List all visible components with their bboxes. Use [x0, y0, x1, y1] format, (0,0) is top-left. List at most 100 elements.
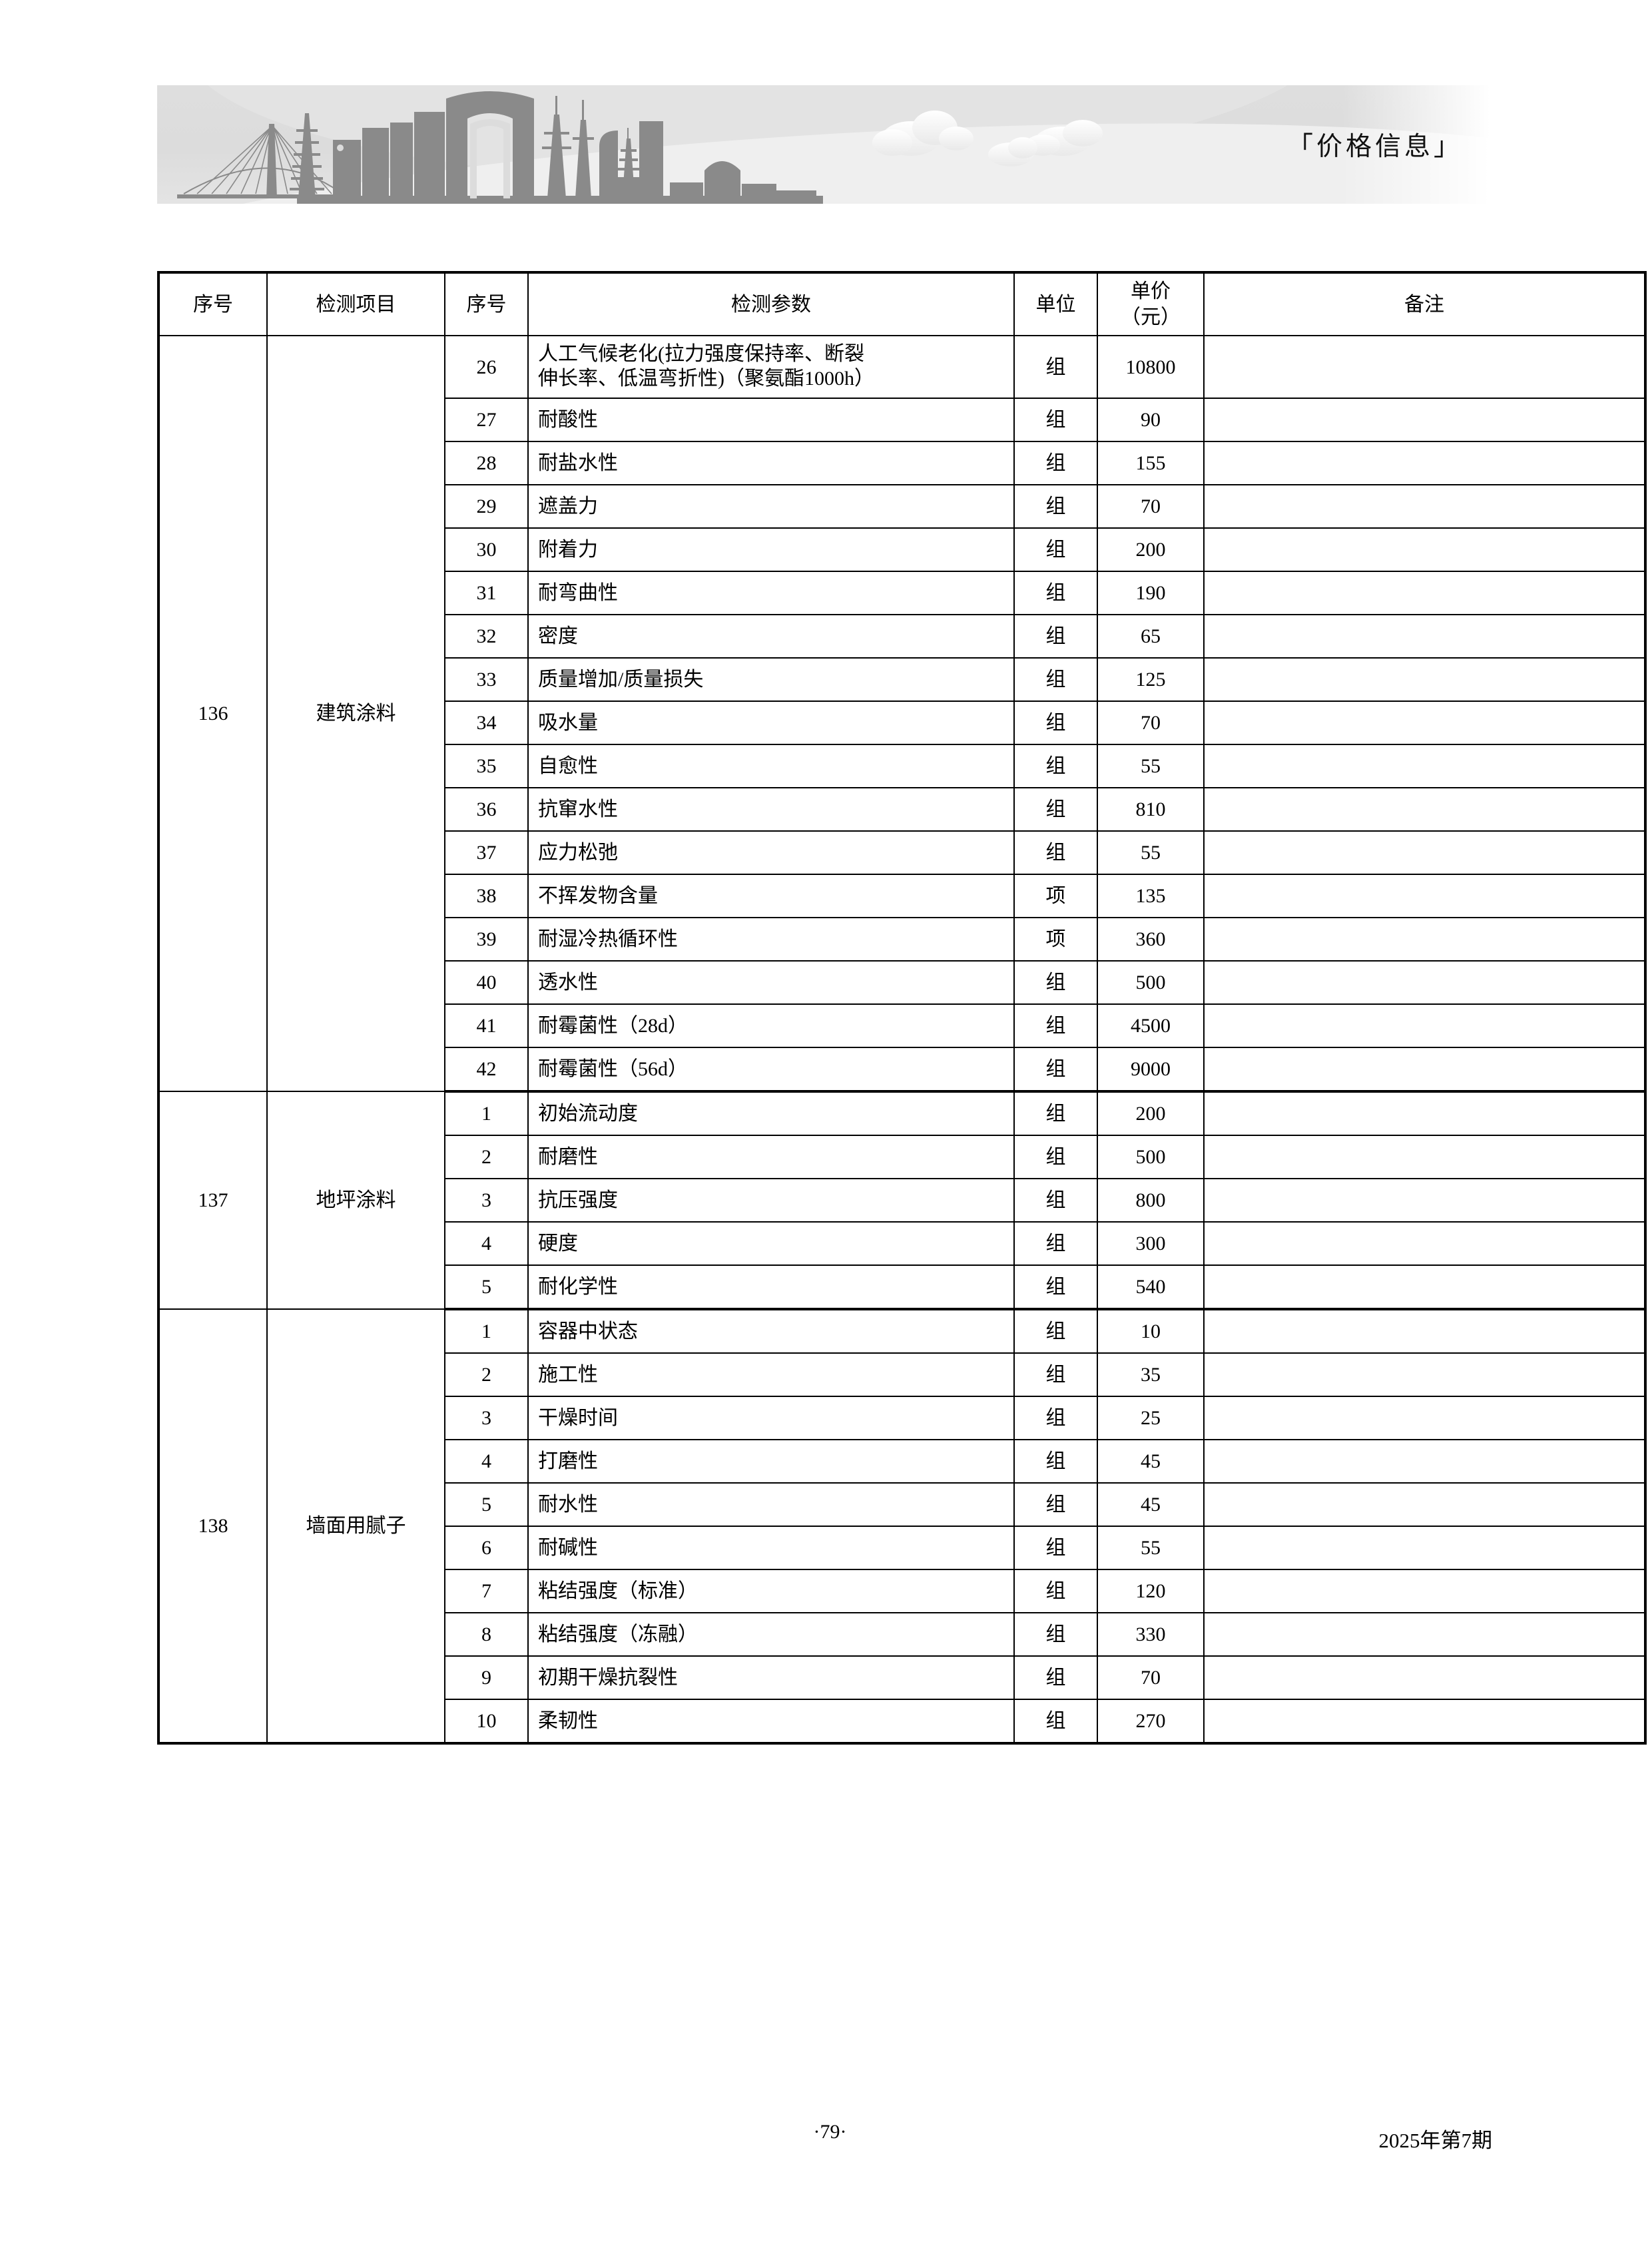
row-param-cell: 应力松弛 — [527, 830, 1015, 875]
row-price-cell: 135 — [1097, 874, 1205, 918]
row-param-cell: 干燥时间 — [527, 1396, 1015, 1440]
row-seq-cell: 40 — [444, 960, 529, 1005]
row-seq-cell: 34 — [444, 701, 529, 745]
row-unit-cell: 组 — [1013, 571, 1098, 615]
row-note-cell — [1203, 701, 1646, 745]
table-row: 34 吸水量组 70 — [158, 701, 1646, 745]
row-price-cell: 125 — [1097, 657, 1205, 702]
table-row: 2 耐磨性组 500 — [158, 1135, 1646, 1179]
row-note-cell — [1203, 1655, 1646, 1700]
row-price-cell: 200 — [1097, 527, 1205, 572]
page-header-banner: 「价格信息」 — [157, 85, 1503, 204]
col-header-item: 检测项目 — [266, 272, 445, 336]
row-note-cell — [1203, 1482, 1646, 1527]
table-row: 31 耐弯曲性组 190 — [158, 571, 1646, 615]
row-seq-cell: 35 — [444, 744, 529, 788]
group-seq-cell: 138 — [158, 1308, 268, 1744]
row-price-cell: 810 — [1097, 787, 1205, 832]
row-unit-cell: 组 — [1013, 830, 1098, 875]
row-unit-cell: 组 — [1013, 1482, 1098, 1527]
table-row: 9 初期干燥抗裂性组 70 — [158, 1655, 1646, 1700]
row-seq-cell: 7 — [444, 1569, 529, 1613]
table-row: 136 建筑涂料 26 人工气候老化(拉力强度保持率、断裂 伸长率、低温弯折性)（聚氨酯… — [158, 335, 1646, 1092]
table-row: 39 耐湿冷热循环性项 360 — [158, 917, 1646, 962]
table-row: 35 自愈性组 55 — [158, 744, 1646, 788]
row-price-cell: 270 — [1097, 1699, 1205, 1744]
row-seq-cell: 32 — [444, 614, 529, 659]
row-price-cell: 10 — [1097, 1308, 1205, 1354]
table-row: 5 耐水性组 45 — [158, 1482, 1646, 1527]
row-param-cell: 人工气候老化(拉力强度保持率、断裂 伸长率、低温弯折性)（聚氨酯1000h） — [527, 335, 1015, 399]
row-seq-cell: 5 — [444, 1264, 529, 1310]
table-row: 41 耐霉菌性（28d）组 4500 — [158, 1003, 1646, 1048]
row-price-cell: 4500 — [1097, 1003, 1205, 1048]
table-row: 6 耐碱性组 55 — [158, 1526, 1646, 1570]
row-param-cell: 抗窜水性 — [527, 787, 1015, 832]
row-note-cell — [1203, 441, 1646, 485]
table-row: 42 耐霉菌性（56d）组 9000 — [158, 1047, 1646, 1093]
row-seq-cell: 6 — [444, 1526, 529, 1570]
row-price-cell: 500 — [1097, 1135, 1205, 1179]
row-price-cell: 25 — [1097, 1396, 1205, 1440]
col-header-seq1: 序号 — [158, 272, 268, 336]
row-param-cell: 耐化学性 — [527, 1264, 1015, 1310]
detection-price-table: 序号 检测项目 序号 检测参数 单位 单价 （元） 备注 136 建筑涂料 26 人工… — [157, 271, 1647, 1745]
row-seq-cell: 41 — [444, 1003, 529, 1048]
col-header-price-line1: 单价 — [1131, 280, 1171, 302]
row-seq-cell: 9 — [444, 1655, 529, 1700]
row-param-cell: 打磨性 — [527, 1439, 1015, 1484]
row-seq-cell: 10 — [444, 1699, 529, 1744]
row-param-cell: 耐水性 — [527, 1482, 1015, 1527]
row-note-cell — [1203, 744, 1646, 788]
row-unit-cell: 组 — [1013, 527, 1098, 572]
row-price-cell: 70 — [1097, 701, 1205, 745]
row-note-cell — [1203, 398, 1646, 442]
row-unit-cell: 组 — [1013, 1264, 1098, 1310]
row-note-cell — [1203, 1569, 1646, 1613]
row-unit-cell: 组 — [1013, 1047, 1098, 1093]
table-row: 4 硬度组 300 — [158, 1221, 1646, 1266]
row-unit-cell: 组 — [1013, 398, 1098, 442]
row-param-cell: 容器中状态 — [527, 1308, 1015, 1354]
issue-label: 2025年第7期 — [1378, 2129, 1493, 2152]
row-seq-cell: 2 — [444, 1352, 529, 1397]
group-item-cell: 墙面用腻子 — [266, 1308, 445, 1744]
row-param-cell: 耐弯曲性 — [527, 571, 1015, 615]
table-row: 38 不挥发物含量项 135 — [158, 874, 1646, 918]
row-seq-cell: 1 — [444, 1308, 529, 1354]
row-unit-cell: 项 — [1013, 874, 1098, 918]
row-param-cell: 吸水量 — [527, 701, 1015, 745]
row-param-cell: 施工性 — [527, 1352, 1015, 1397]
table-row: 37 应力松弛组 55 — [158, 830, 1646, 875]
row-note-cell — [1203, 1396, 1646, 1440]
row-unit-cell: 组 — [1013, 1569, 1098, 1613]
row-unit-cell: 组 — [1013, 1612, 1098, 1657]
row-note-cell — [1203, 1264, 1646, 1310]
row-unit-cell: 组 — [1013, 960, 1098, 1005]
row-note-cell — [1203, 571, 1646, 615]
row-unit-cell: 组 — [1013, 441, 1098, 485]
row-seq-cell: 3 — [444, 1178, 529, 1223]
row-price-cell: 70 — [1097, 484, 1205, 529]
row-unit-cell: 组 — [1013, 1221, 1098, 1266]
row-param-cell: 粘结强度（冻融） — [527, 1612, 1015, 1657]
row-price-cell: 9000 — [1097, 1047, 1205, 1093]
col-header-note: 备注 — [1203, 272, 1646, 336]
table-row: 40 透水性组 500 — [158, 960, 1646, 1005]
row-price-cell: 500 — [1097, 960, 1205, 1005]
row-price-cell: 800 — [1097, 1178, 1205, 1223]
row-unit-cell: 组 — [1013, 1655, 1098, 1700]
row-param-cell: 耐碱性 — [527, 1526, 1015, 1570]
row-note-cell — [1203, 830, 1646, 875]
table-row: 27 耐酸性组 90 — [158, 398, 1646, 442]
row-note-cell — [1203, 335, 1646, 399]
row-note-cell — [1203, 657, 1646, 702]
row-seq-cell: 2 — [444, 1135, 529, 1179]
row-seq-cell: 30 — [444, 527, 529, 572]
row-param-cell: 耐盐水性 — [527, 441, 1015, 485]
row-param-cell: 耐磨性 — [527, 1135, 1015, 1179]
row-note-cell — [1203, 1352, 1646, 1397]
row-unit-cell: 项 — [1013, 917, 1098, 962]
row-param-cell: 初始流动度 — [527, 1091, 1015, 1136]
row-seq-cell: 29 — [444, 484, 529, 529]
